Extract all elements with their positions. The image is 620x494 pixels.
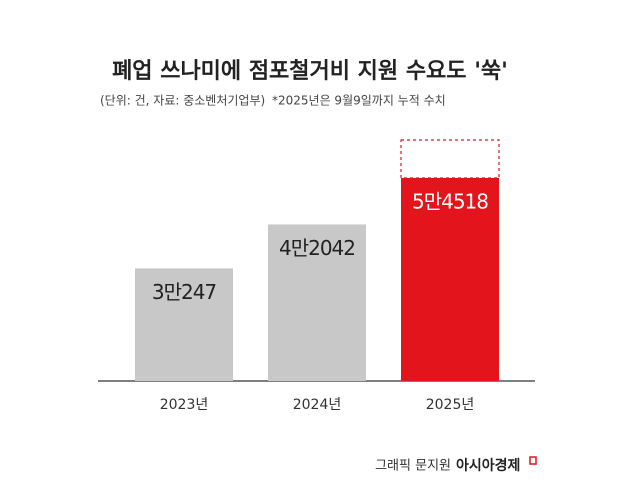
projection-box xyxy=(400,139,500,179)
bar xyxy=(135,268,233,381)
x-tick-label: 2025년 xyxy=(426,397,475,413)
x-tick-label: 2023년 xyxy=(160,397,209,413)
x-tick-label: 2024년 xyxy=(293,397,342,413)
chart-subtitle: (단위: 건, 자료: 중소벤처기업부) xyxy=(100,94,265,108)
credit-source: 아시아경제 xyxy=(456,457,520,474)
value-label: 5만4518 xyxy=(412,189,488,213)
bar xyxy=(268,224,366,381)
credit-graphic: 그래픽 문지원 xyxy=(375,459,451,474)
bar xyxy=(401,177,499,381)
chart-note: *2025년은 9월9일까지 누적 수치 xyxy=(272,94,446,108)
value-label: 4만2042 xyxy=(279,236,355,260)
logo-mark xyxy=(529,456,537,465)
chart-title: 폐업 쓰나미에 점포철거비 지원 수요도 '쑥' xyxy=(112,59,508,84)
value-label: 3만247 xyxy=(152,280,217,304)
